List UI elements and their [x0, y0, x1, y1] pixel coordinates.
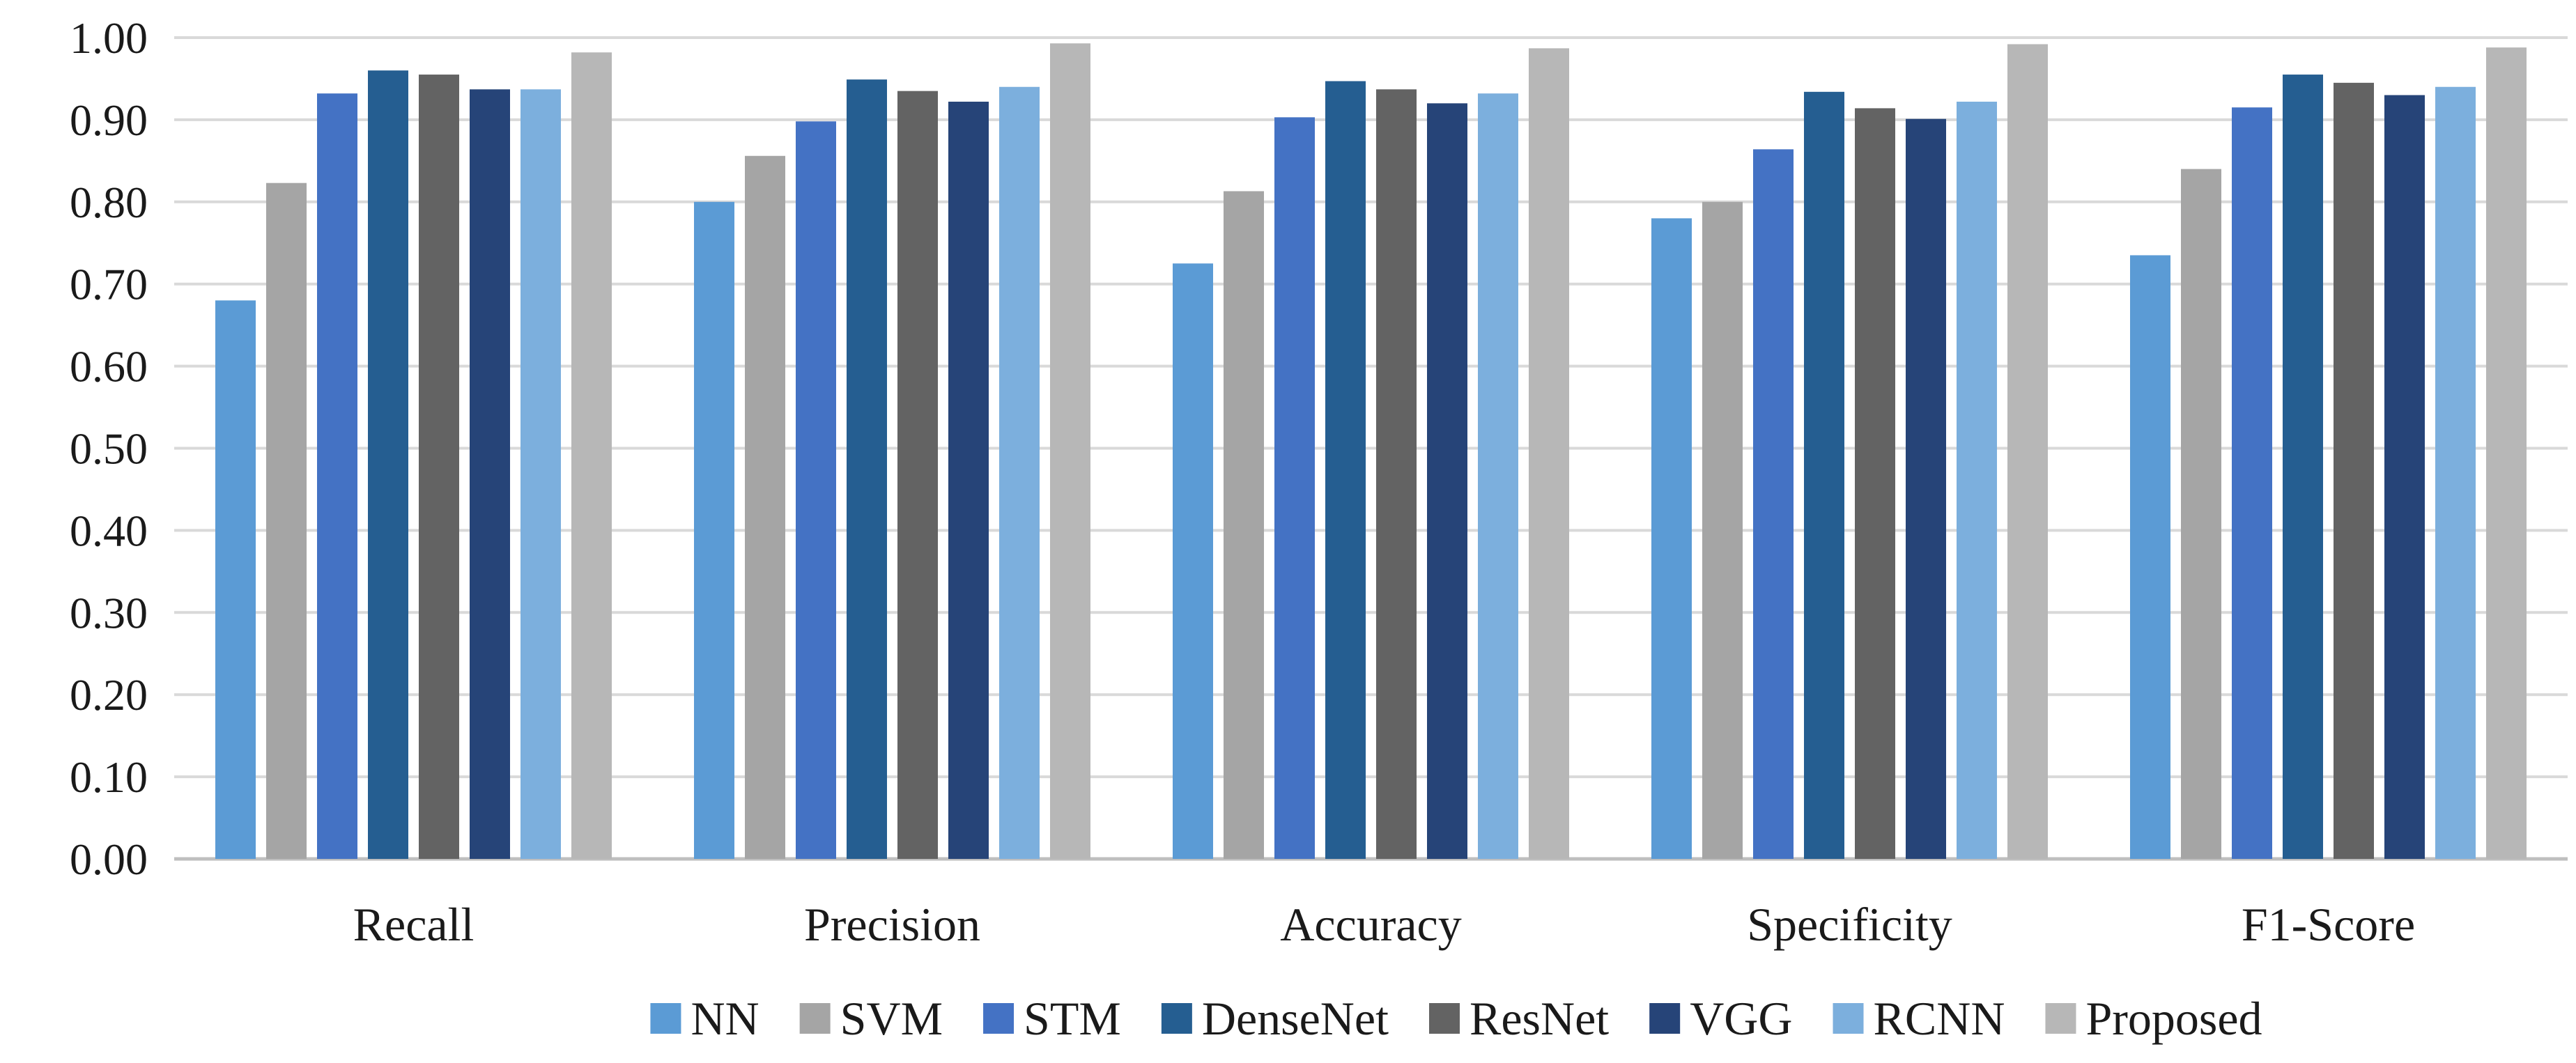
y-axis-ticks: 0.00 0.10 0.20 0.30 0.40 0.50 0.60 0.70 0.80 0.90…: [70, 13, 148, 884]
y-tick-label: 0.20: [70, 670, 148, 720]
bar-rcnn-f1-score: [2435, 86, 2476, 860]
legend-swatch: [1429, 1003, 1460, 1034]
bar-densenet-specificity: [1804, 91, 1844, 860]
x-category-label: Accuracy: [1280, 898, 1461, 951]
bar-stm-precision: [796, 121, 836, 859]
bar-densenet-f1-score: [2283, 75, 2323, 859]
legend-item-nn: NN: [650, 992, 759, 1045]
bar-svm-recall: [266, 183, 307, 860]
bar-rcnn-precision: [999, 86, 1040, 860]
x-axis-categories: Recall Precision Accuracy Specificity F1-Sco…: [353, 898, 2415, 951]
bar-rcnn-recall: [520, 89, 561, 860]
bar-nn-precision: [694, 201, 734, 859]
legend-label: STM: [1024, 992, 1121, 1045]
bar-vgg-recall: [470, 89, 510, 860]
bar-proposed-precision: [1050, 43, 1090, 859]
bar-stm-f1-score: [2232, 107, 2272, 860]
bar-resnet-precision: [897, 91, 938, 859]
y-tick-label: 0.00: [70, 835, 148, 884]
bar-resnet-accuracy: [1376, 89, 1417, 860]
legend-label: SVM: [840, 992, 943, 1045]
y-tick-label: 0.70: [70, 260, 148, 309]
bar-stm-specificity: [1753, 149, 1794, 859]
legend-label: VGG: [1690, 992, 1792, 1045]
bar-nn-accuracy: [1173, 263, 1213, 860]
y-tick-label: 0.50: [70, 424, 148, 474]
legend-swatch: [799, 1003, 831, 1034]
bar-vgg-accuracy: [1427, 103, 1467, 859]
y-tick-label: 0.90: [70, 95, 148, 145]
bar-stm-recall: [317, 93, 357, 859]
bar-rcnn-accuracy: [1478, 93, 1518, 859]
y-tick-label: 1.00: [70, 13, 148, 63]
bar-resnet-f1-score: [2334, 82, 2374, 860]
legend-swatch: [650, 1003, 681, 1034]
bar-resnet-specificity: [1855, 108, 1895, 859]
legend-label: DenseNet: [1202, 992, 1389, 1045]
legend-item-vgg: VGG: [1649, 992, 1793, 1045]
bar-proposed-f1-score: [2486, 47, 2527, 860]
bar-resnet-recall: [419, 75, 459, 859]
legend-item-proposed: Proposed: [2045, 992, 2262, 1045]
bar-svm-f1-score: [2181, 169, 2221, 859]
bar-nn-f1-score: [2130, 255, 2170, 859]
bar-rcnn-specificity: [1957, 101, 1997, 859]
legend-item-stm: STM: [983, 992, 1121, 1045]
legend-label: NN: [691, 992, 759, 1045]
bar-densenet-recall: [368, 70, 408, 859]
legend-swatch: [2045, 1003, 2076, 1034]
bar-vgg-specificity: [1906, 118, 1946, 860]
bar-proposed-recall: [571, 52, 612, 859]
legend-swatch: [1161, 1003, 1192, 1034]
x-category-label: Recall: [353, 898, 475, 951]
bar-stm-accuracy: [1274, 117, 1315, 859]
legend-swatch: [983, 1003, 1015, 1034]
legend-swatch: [1833, 1003, 1864, 1034]
bar-densenet-accuracy: [1325, 81, 1366, 859]
legend-item-resnet: ResNet: [1429, 992, 1609, 1045]
legend-swatch: [1649, 1003, 1681, 1034]
legend-item-svm: SVM: [799, 992, 943, 1045]
bar-proposed-specificity: [2007, 44, 2048, 859]
y-tick-label: 0.30: [70, 588, 148, 637]
bar-vgg-precision: [948, 101, 989, 859]
bar-densenet-precision: [847, 79, 887, 859]
bars: [215, 43, 2527, 860]
bar-svm-accuracy: [1224, 191, 1264, 859]
bar-nn-recall: [215, 300, 256, 859]
y-tick-label: 0.40: [70, 506, 148, 555]
x-category-label: F1-Score: [2242, 898, 2415, 951]
y-tick-label: 0.10: [70, 752, 148, 802]
bar-nn-specificity: [1651, 218, 1692, 859]
y-tick-label: 0.60: [70, 342, 148, 391]
legend-label: RCNN: [1874, 992, 2005, 1045]
y-tick-label: 0.80: [70, 178, 148, 227]
bar-vgg-f1-score: [2384, 95, 2425, 859]
legend-item-rcnn: RCNN: [1833, 992, 2005, 1045]
bar-svm-specificity: [1702, 201, 1743, 859]
bar-proposed-accuracy: [1529, 48, 1569, 859]
legend-label: ResNet: [1470, 992, 1609, 1045]
legend-item-densenet: DenseNet: [1161, 992, 1389, 1045]
bar-svm-precision: [745, 155, 785, 859]
x-category-label: Specificity: [1747, 898, 1952, 951]
legend: NN SVM STM DenseNet ResNet VGG RCNN Proposed: [650, 992, 2262, 1045]
x-category-label: Precision: [804, 898, 980, 951]
legend-label: Proposed: [2085, 992, 2262, 1045]
